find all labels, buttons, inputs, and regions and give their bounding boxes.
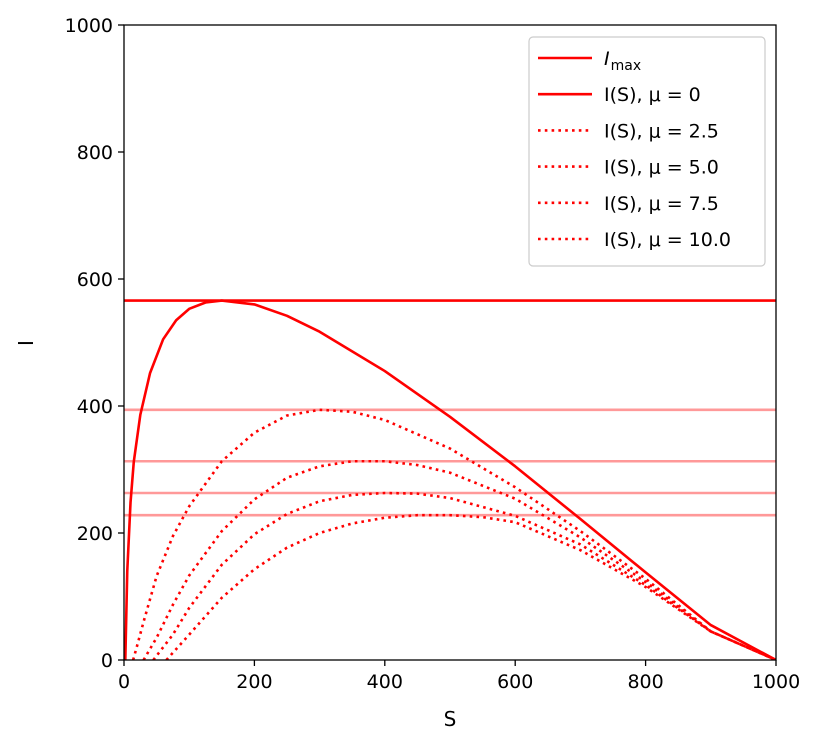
x-tick-label: 1000 [752,671,800,693]
axes-frame [123,24,777,661]
plot-lines [124,299,776,660]
x-tick-label: 200 [236,671,272,693]
series-line-mu-5 [142,459,776,660]
y-tick-label: 800 [77,142,113,164]
y-tick-label: 600 [77,269,113,291]
x-tick-label: 400 [367,671,403,693]
y-tick-label: 400 [77,396,113,418]
x-tick-label: 0 [118,671,130,693]
series-line-mu-0 [124,299,776,660]
y-tick-label: 1000 [65,15,113,37]
legend-label: I(S), μ = 5.0 [604,157,719,179]
legend-label: I(S), μ = 10.0 [604,229,731,251]
legend-label: I(S), μ = 2.5 [604,120,719,142]
legend: Imax I(S), μ = 0 I(S), μ = 2.5 I(S), μ = 5.… [528,36,766,267]
series-line-mu-10 [165,513,776,660]
series-line-mu-2-5 [131,408,776,660]
y-tick-label: 200 [77,523,113,545]
x-tick-label: 600 [497,671,533,693]
y-axis-label: I [14,340,38,346]
x-tick-label: 800 [627,671,663,693]
axes [123,24,777,661]
ticks: 0 200 400 600 800 1000 0 200 400 600 800 1000 [65,15,801,693]
legend-label: I(S), μ = 0 [604,84,701,106]
legend-label: Imax [604,48,641,74]
series-line-mu-7-5 [152,491,776,660]
legend-label: I(S), μ = 7.5 [604,193,719,215]
y-tick-label: 0 [101,650,113,672]
x-axis-label: S [444,707,457,731]
